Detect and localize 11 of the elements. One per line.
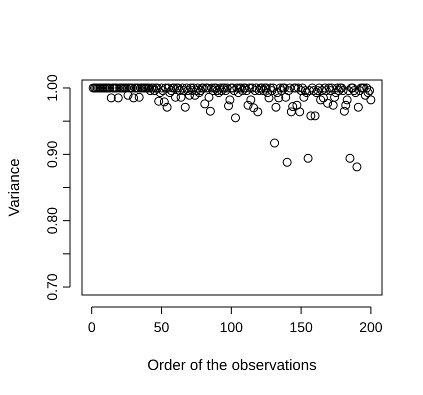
y-axis-title: Variance (6, 158, 23, 217)
x-tick-label: 200 (359, 319, 383, 335)
y-tick-label: 1.00 (44, 74, 60, 102)
y-tick-label: 0.90 (44, 140, 60, 168)
y-tick-label: 0.80 (44, 206, 60, 234)
x-tick-label: 50 (154, 319, 170, 335)
x-axis-title: Order of the observations (147, 357, 317, 374)
x-tick-label: 0 (88, 319, 96, 335)
x-tick-label: 100 (220, 319, 244, 335)
x-tick-label: 150 (289, 319, 313, 335)
y-tick-label: 0.70 (44, 273, 60, 301)
